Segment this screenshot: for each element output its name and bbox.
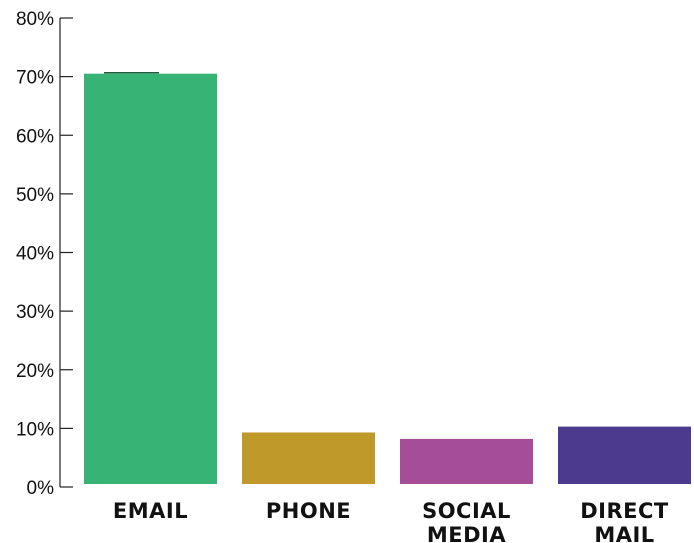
x-axis-labels: EMAIL PHONE SOCIAL MEDIA DIRECT MAIL — [113, 499, 669, 543]
x-category-label-line: SOCIAL — [422, 499, 511, 523]
x-category-label-line: MEDIA — [427, 523, 506, 543]
y-tick-label: 30% — [16, 302, 54, 323]
bar-social-media — [400, 438, 533, 484]
y-tick-label: 40% — [16, 244, 54, 265]
y-tick-label: 10% — [16, 419, 54, 440]
bar-direct-mail — [558, 426, 691, 484]
y-axis: 0% 10% 20% 30% 40% 50% 60% 70% 80% — [16, 9, 73, 499]
x-category-label-line: EMAIL — [113, 499, 188, 523]
y-tick-label: 50% — [16, 185, 54, 206]
y-tick-label: 20% — [16, 361, 54, 382]
y-tick-label: 0% — [27, 478, 55, 499]
y-tick-label: 70% — [16, 68, 54, 89]
bar-email — [84, 73, 217, 484]
x-category-label: SOCIAL MEDIA — [422, 499, 511, 543]
x-category-label-line: DIRECT — [580, 499, 669, 523]
x-category-label: EMAIL — [113, 499, 188, 523]
x-category-label: DIRECT MAIL — [580, 499, 669, 543]
bars — [84, 71, 691, 484]
bar-phone — [242, 432, 375, 484]
x-category-label-line: MAIL — [594, 523, 654, 543]
x-category-label-line: PHONE — [266, 499, 351, 523]
x-category-label: PHONE — [266, 499, 351, 523]
y-tick-label: 60% — [16, 126, 54, 147]
y-tick-label: 80% — [16, 9, 54, 30]
